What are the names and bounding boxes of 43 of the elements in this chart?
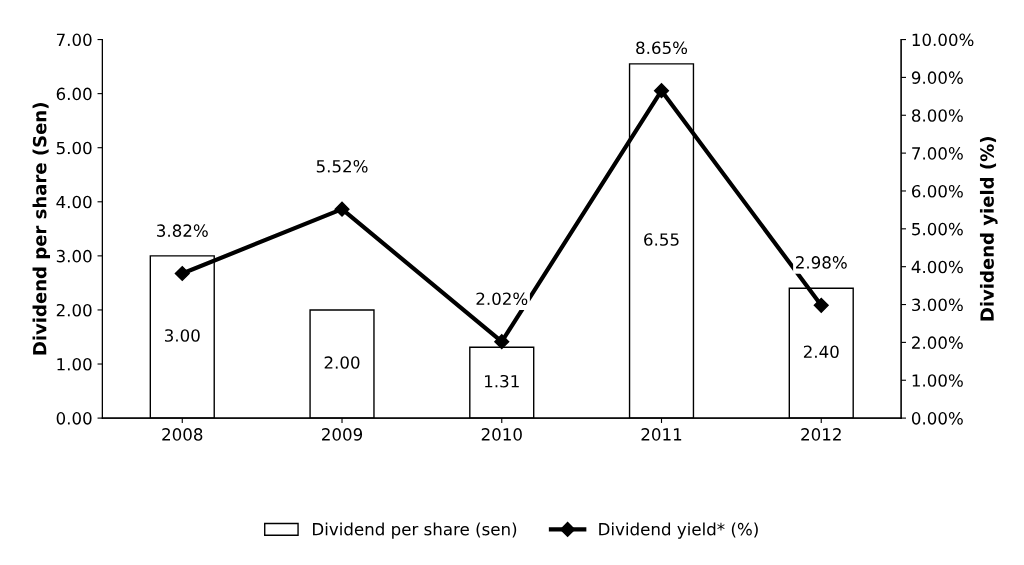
y-tick-label: 0.00 (56, 412, 92, 425)
y2-tick-label: 2.00% (912, 336, 963, 349)
x-tick-label: 2012 (801, 428, 841, 441)
point (334, 201, 350, 217)
data-label: 8.65% (636, 41, 688, 55)
legend-label: Dividend per share (sen) (313, 522, 517, 539)
y2-tick-label: 7.00% (912, 147, 963, 160)
data-label: 3.82% (157, 224, 208, 237)
x-tick-label: 2009 (322, 428, 363, 441)
data-label: 3.00 (164, 329, 200, 342)
data-label: 2.98% (796, 256, 847, 269)
y2-tick-label: 9.00% (911, 71, 963, 84)
y2-tick-label: 8.00% (911, 109, 963, 122)
y-tick-label: 5.00 (56, 141, 92, 155)
y2-tick-label: 5.00% (912, 222, 963, 236)
x-tick-label: 2008 (162, 428, 203, 441)
y-tick-label: 4.00 (56, 195, 92, 209)
legend-label: Dividend yield* (%) (599, 522, 758, 539)
point (813, 297, 829, 313)
data-label: 6.55 (644, 233, 679, 246)
y2-tick-label: 4.00% (911, 260, 963, 274)
y-tick-label: 3.00 (56, 249, 92, 263)
data-label: 5.52% (316, 159, 368, 173)
y-tick-label: 1.00 (57, 357, 92, 371)
point (653, 83, 670, 99)
y2-axis-title: Dividend yield (%) (979, 137, 998, 321)
y2-tick-label: 6.00% (912, 184, 963, 198)
y-tick-label: 7.00 (56, 33, 92, 47)
y2-tick-label: 1.00% (912, 374, 963, 387)
y2-tick-label: 0.00% (911, 412, 963, 425)
x-tick-label: 2011 (641, 428, 682, 441)
point (174, 265, 190, 282)
x-tick-label: 2010 (481, 428, 522, 441)
data-label: 2.00 (324, 356, 360, 369)
data-label: 2.40 (803, 345, 839, 359)
y-tick-label: 2.00 (56, 303, 92, 317)
y-axis-title: Dividend per share (Sen) (32, 103, 51, 355)
y-tick-label: 6.00 (56, 87, 92, 101)
point (494, 334, 510, 350)
y2-tick-label: 10.00% (912, 33, 974, 47)
data-label: 1.31 (485, 374, 519, 388)
y2-tick-label: 3.00% (912, 298, 963, 312)
data-label: 2.02% (476, 292, 528, 306)
